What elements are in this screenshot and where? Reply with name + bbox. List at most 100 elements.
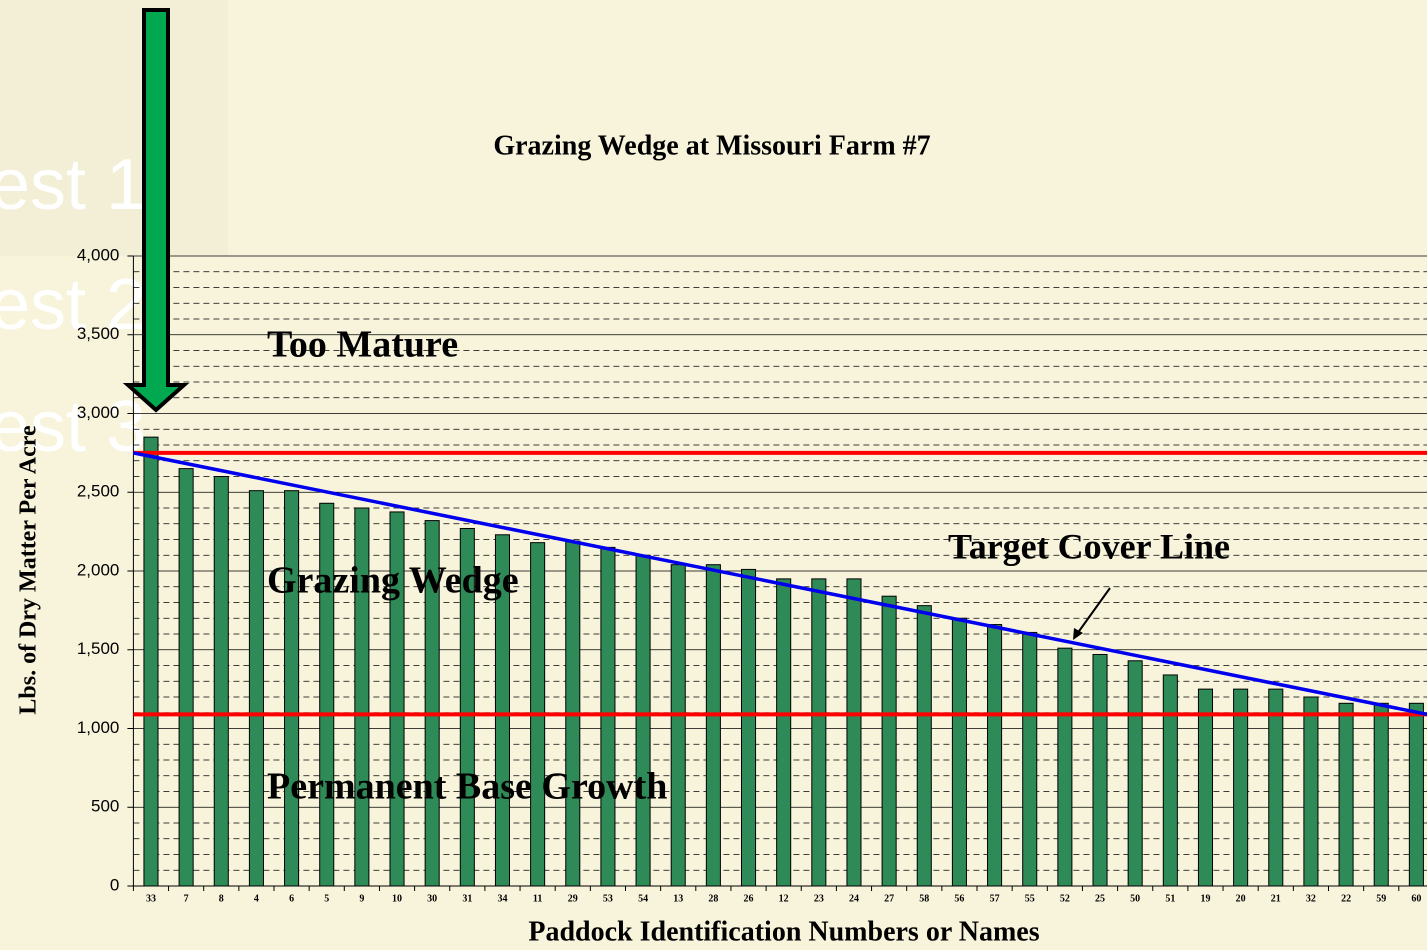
plot-area: 0 500 1,000 1,500 2,000 2,500 3,000 3,500 4,000 3…: [77, 245, 1427, 904]
bar: [1022, 631, 1038, 887]
x-tick-label: 26: [744, 893, 754, 904]
x-tick-label: 50: [1130, 893, 1140, 904]
x-tick-label: 57: [990, 893, 1000, 904]
y-tick-label: 2,500: [77, 482, 120, 501]
x-tick-label: 33: [146, 893, 156, 904]
bar: [881, 595, 897, 887]
bar: [1233, 688, 1249, 887]
x-tick-label: 54: [638, 893, 648, 904]
green-arrow: [122, 8, 190, 413]
x-tick-label: 32: [1306, 893, 1316, 904]
bar: [1338, 702, 1354, 887]
x-tick-label: 8: [219, 893, 224, 904]
x-tick-label: 52: [1060, 893, 1070, 904]
x-tick-label: 53: [603, 893, 613, 904]
x-tick-label: 59: [1376, 893, 1386, 904]
bar: [1127, 660, 1143, 887]
bar: [776, 578, 792, 887]
x-tick-label: 58: [919, 893, 929, 904]
bar: [670, 564, 686, 887]
x-tick-label: 24: [849, 893, 859, 904]
y-tick-label: 1,500: [77, 639, 120, 658]
bar: [635, 554, 651, 887]
x-tick-label: 28: [708, 893, 718, 904]
bar: [1408, 702, 1424, 887]
y-tick-label: 1,000: [77, 718, 120, 737]
y-tick-label: 2,000: [77, 560, 120, 579]
target-cover-line: [133, 451, 1427, 717]
bar: [424, 520, 440, 887]
x-tick-label: 12: [779, 893, 789, 904]
bar: [740, 568, 757, 887]
x-tick-label: 23: [814, 893, 824, 904]
x-axis-label: Paddock Identification Numbers or Names: [528, 916, 1039, 947]
y-tick-label: 3,500: [77, 324, 120, 343]
x-tick-label: 21: [1271, 893, 1281, 904]
y-axis-label: Lbs. of Dry Matter Per Acre: [16, 425, 42, 715]
annotation: Target Cover Line: [948, 526, 1230, 566]
background-text: est 1: [0, 145, 146, 225]
bar: [1092, 653, 1108, 887]
x-tick-label: 10: [392, 893, 402, 904]
y-tick-label: 0: [110, 875, 119, 894]
bar: [1162, 674, 1178, 887]
bar: [494, 534, 511, 887]
x-tick-label: 29: [568, 893, 578, 904]
bar: [1303, 696, 1319, 887]
x-tick-label: 30: [427, 893, 437, 904]
x-tick-label: 51: [1165, 893, 1175, 904]
annotation: Grazing Wedge: [267, 560, 519, 602]
x-tick-label: 27: [884, 893, 894, 904]
x-tick-label: 25: [1095, 893, 1105, 904]
bar: [600, 546, 616, 887]
background-text: est 2: [0, 265, 146, 345]
x-tick-label: 6: [289, 893, 294, 904]
x-tick-label: 13: [673, 893, 683, 904]
bar: [916, 605, 932, 887]
overlay: [133, 450, 1427, 717]
annotation-arrowhead: [1073, 628, 1083, 640]
x-tick-label: 11: [533, 893, 542, 904]
bar: [1197, 688, 1214, 887]
x-tick-label: 60: [1411, 893, 1421, 904]
annotation: Too Mature: [267, 324, 458, 366]
bar: [705, 564, 721, 887]
bar: [1268, 688, 1284, 887]
bar: [987, 624, 1003, 887]
y-tick-label: 500: [91, 797, 119, 816]
bar: [143, 436, 159, 887]
bar: [389, 511, 405, 887]
x-tick-label: 20: [1236, 893, 1246, 904]
x-tick-label: 7: [184, 893, 189, 904]
bar: [248, 490, 264, 887]
bar: [213, 476, 229, 887]
bar: [319, 502, 335, 887]
chart-title: Grazing Wedge at Missouri Farm #7: [493, 130, 930, 161]
bar: [1373, 702, 1389, 887]
bar: [459, 527, 475, 887]
bar: [1057, 647, 1073, 887]
annotation-arrow: [1076, 587, 1111, 635]
annotation: Permanent Base Growth: [267, 766, 667, 808]
x-tick-label: 34: [497, 893, 507, 904]
x-tick-label: 55: [1025, 893, 1035, 904]
bar: [951, 617, 967, 887]
bar: [846, 578, 862, 887]
x-tick-label: 5: [324, 893, 329, 904]
x-tick-label: 56: [954, 893, 964, 904]
bar: [354, 507, 370, 887]
x-tick-label: 22: [1341, 893, 1351, 904]
bar: [178, 468, 194, 887]
bar: [284, 490, 300, 887]
background-text: est 3: [0, 387, 146, 467]
x-tick-label: 19: [1200, 893, 1210, 904]
y-tick-label: 3,000: [77, 403, 120, 422]
x-tick-label: 31: [462, 893, 472, 904]
x-tick-label: 4: [254, 893, 259, 904]
y-tick-label: 4,000: [77, 245, 120, 264]
bar: [811, 578, 827, 887]
x-tick-label: 9: [359, 893, 364, 904]
left-panel: [0, 0, 228, 256]
